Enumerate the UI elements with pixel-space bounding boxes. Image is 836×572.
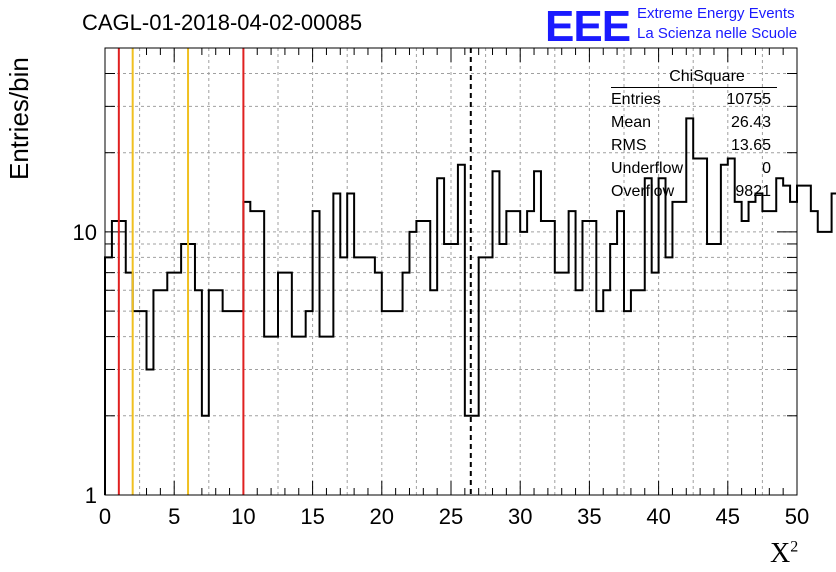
chart-title: CAGL-01-2018-04-02-00085 <box>82 10 363 35</box>
stats-label: Entries <box>611 91 661 108</box>
stats-label: RMS <box>611 137 647 154</box>
stats-row-mean: Mean 26.43 <box>611 111 777 134</box>
stats-box: ChiSquare Entries 10755 Mean 26.43 RMS 13.6… <box>611 68 777 203</box>
y-tick-label: 10 <box>73 220 97 245</box>
y-axis-label: Entries/bin <box>4 57 34 180</box>
stats-value: 10755 <box>726 91 772 108</box>
logo-text-line2: La Scienza nelle Scuole <box>637 25 798 42</box>
x-tick-label: 45 <box>716 504 740 529</box>
x-tick-label: 50 <box>785 504 809 529</box>
x-tick-label: 15 <box>300 504 324 529</box>
stats-value: 26.43 <box>730 114 771 131</box>
stats-row-underflow: Underflow 0 <box>611 157 777 180</box>
stats-label: Mean <box>611 114 652 131</box>
stats-title: ChiSquare <box>611 68 777 88</box>
stats-row-entries: Entries 10755 <box>611 88 777 111</box>
stats-value: 9821 <box>735 183 771 200</box>
stats-row-rms: RMS 13.65 <box>611 134 777 157</box>
x-axis-label: X2 <box>770 538 798 570</box>
histogram-bins <box>104 117 836 495</box>
x-tick-label: 10 <box>231 504 255 529</box>
stats-value: 13.65 <box>730 137 771 154</box>
stats-value: 0 <box>762 160 771 177</box>
stats-label: Overflow <box>611 183 675 200</box>
x-tick-label: 40 <box>646 504 670 529</box>
x-tick-label: 20 <box>370 504 394 529</box>
x-axis-label-superscript: 2 <box>790 538 799 556</box>
x-tick-label: 30 <box>508 504 532 529</box>
logo-text-line1: Extreme Energy Events <box>637 5 795 22</box>
stats-label: Underflow <box>611 160 684 177</box>
eee-logo: EEE <box>545 2 631 51</box>
x-tick-label: 25 <box>439 504 463 529</box>
plot-frame <box>104 47 798 496</box>
stats-row-overflow: Overflow 9821 <box>611 180 777 203</box>
x-tick-label: 5 <box>168 504 180 529</box>
x-tick-label: 35 <box>577 504 601 529</box>
x-tick-label: 0 <box>99 504 111 529</box>
y-tick-label: 1 <box>85 483 97 508</box>
x-axis-label-text: X <box>770 538 791 569</box>
